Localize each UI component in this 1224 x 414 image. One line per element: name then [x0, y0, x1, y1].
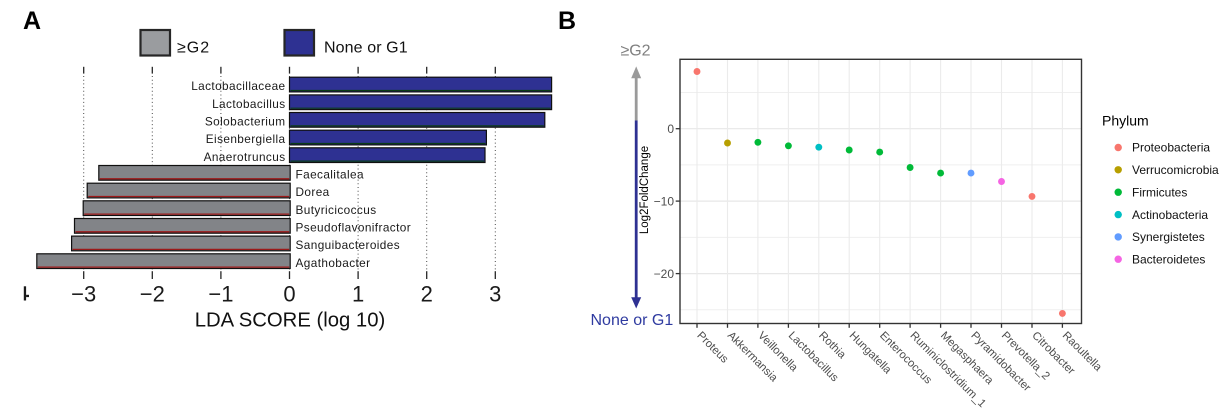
svg-text:Anaerotruncus: Anaerotruncus [204, 150, 286, 164]
svg-text:3: 3 [489, 282, 501, 307]
svg-text:0: 0 [283, 282, 295, 307]
svg-text:Lactobacillus: Lactobacillus [212, 97, 285, 111]
svg-text:Pseudoflavonifractor: Pseudoflavonifractor [296, 220, 412, 234]
svg-text:Bacteroidetes: Bacteroidetes [1132, 252, 1205, 266]
svg-text:Agathobacter: Agathobacter [296, 256, 371, 270]
svg-text:Eisenbergiella: Eisenbergiella [206, 132, 286, 146]
svg-text:Lactobacillaceae: Lactobacillaceae [191, 79, 285, 93]
svg-text:Butyricicoccus: Butyricicoccus [296, 203, 377, 217]
svg-text:2: 2 [421, 282, 433, 307]
svg-text:0: 0 [667, 122, 674, 136]
svg-text:≥G2: ≥G2 [177, 39, 210, 56]
svg-text:Firmicutes: Firmicutes [1132, 185, 1187, 199]
svg-text:Phylum: Phylum [1102, 113, 1149, 129]
svg-text:Dorea: Dorea [296, 185, 330, 199]
svg-text:Log2FoldChange: Log2FoldChange [639, 146, 651, 234]
svg-text:−20: −20 [654, 267, 675, 281]
svg-text:Proteobacteria: Proteobacteria [1132, 141, 1210, 155]
svg-text:−10: −10 [654, 194, 675, 208]
svg-text:Sanguibacteroides: Sanguibacteroides [296, 238, 401, 252]
svg-text:Faecalitalea: Faecalitalea [296, 167, 364, 181]
svg-text:Synergistetes: Synergistetes [1132, 230, 1205, 244]
svg-text:−2: −2 [140, 282, 165, 307]
svg-text:A: A [23, 7, 41, 35]
svg-text:Verrucomicrobia: Verrucomicrobia [1132, 163, 1219, 177]
svg-text:≥G2: ≥G2 [620, 43, 650, 60]
svg-text:−3: −3 [71, 282, 96, 307]
svg-text:−1: −1 [208, 282, 233, 307]
svg-text:None or G1: None or G1 [324, 39, 408, 56]
svg-text:B: B [558, 7, 576, 35]
svg-text:Solobacterium: Solobacterium [205, 115, 286, 129]
svg-text:LDA SCORE (log 10): LDA SCORE (log 10) [195, 310, 386, 332]
svg-text:None or G1: None or G1 [591, 312, 674, 329]
svg-text:1: 1 [352, 282, 364, 307]
svg-text:Actinobacteria: Actinobacteria [1132, 208, 1208, 222]
